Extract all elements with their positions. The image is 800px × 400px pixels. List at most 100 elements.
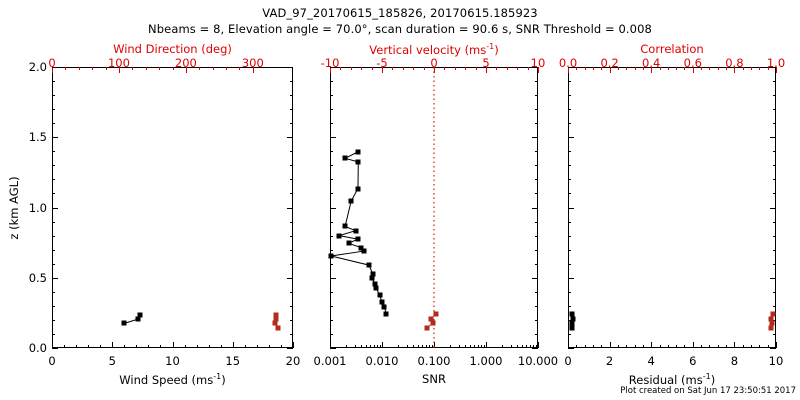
- y-minor-tick: [568, 249, 571, 251]
- bottom-minor-tick: [576, 345, 578, 348]
- data-point: [342, 155, 348, 161]
- bottom-minor-tick: [617, 345, 619, 348]
- bottom-tick-label: 15: [225, 354, 241, 368]
- top-minor-tick: [709, 67, 711, 70]
- top-minor-tick: [584, 67, 586, 70]
- y-major-tick: [568, 348, 574, 349]
- top-axis-label-2: Vertical velocity (ms-1): [369, 42, 499, 57]
- data-point: [121, 320, 127, 326]
- y-minor-tick: [773, 151, 776, 153]
- top-tick-label: 5: [482, 56, 490, 70]
- y-minor-tick: [290, 123, 293, 125]
- y-minor-tick: [568, 305, 571, 307]
- top-minor-tick: [634, 67, 636, 70]
- data-point: [768, 325, 774, 331]
- y-major-tick: [52, 348, 58, 349]
- top-minor-tick: [701, 67, 703, 70]
- bottom-minor-tick: [510, 345, 512, 348]
- y-minor-tick: [773, 235, 776, 237]
- data-point: [328, 253, 334, 259]
- y-minor-tick: [330, 305, 333, 307]
- top-minor-tick: [105, 67, 107, 70]
- top-minor-tick: [717, 67, 719, 70]
- y-minor-tick: [568, 235, 571, 237]
- y-minor-tick: [52, 151, 55, 153]
- bottom-major-tick: [538, 342, 539, 348]
- data-point: [370, 271, 376, 277]
- y-minor-tick: [568, 109, 571, 111]
- y-major-tick: [568, 277, 574, 279]
- bottom-minor-tick: [361, 345, 363, 348]
- data-point: [346, 240, 352, 246]
- y-minor-tick: [773, 291, 776, 293]
- y-minor-tick: [330, 179, 333, 181]
- data-point: [433, 311, 439, 317]
- bottom-minor-tick: [584, 345, 586, 348]
- plot-panel-1: [52, 67, 293, 348]
- top-minor-tick: [402, 67, 404, 70]
- bottom-minor-tick: [418, 345, 420, 348]
- bottom-minor-tick: [474, 345, 476, 348]
- top-minor-tick: [172, 67, 174, 70]
- y-major-tick: [330, 137, 336, 139]
- top-minor-tick: [592, 67, 594, 70]
- top-minor-tick: [667, 67, 669, 70]
- bottom-tick-label: 20: [285, 354, 301, 368]
- bottom-tick-label: 10: [768, 354, 784, 368]
- bottom-minor-tick: [626, 345, 628, 348]
- bottom-minor-tick: [522, 345, 524, 348]
- y-minor-tick: [568, 319, 571, 321]
- bottom-minor-tick: [422, 345, 424, 348]
- top-minor-tick: [759, 67, 761, 70]
- y-minor-tick: [568, 165, 571, 167]
- top-minor-tick: [576, 67, 578, 70]
- bottom-tick-label: 10: [165, 354, 180, 368]
- bottom-minor-tick: [532, 345, 534, 348]
- y-major-tick: [568, 67, 574, 68]
- bottom-minor-tick: [244, 345, 246, 348]
- y-minor-tick: [52, 235, 55, 237]
- data-point: [570, 316, 576, 322]
- y-minor-tick: [535, 319, 538, 321]
- data-point: [430, 320, 436, 326]
- top-minor-tick: [742, 67, 744, 70]
- top-minor-tick: [642, 67, 644, 70]
- top-tick-label: -5: [376, 56, 388, 70]
- y-minor-tick: [568, 123, 571, 125]
- bottom-minor-tick: [196, 345, 198, 348]
- bottom-minor-tick: [428, 345, 430, 348]
- top-major-tick: [185, 67, 187, 73]
- bottom-minor-tick: [160, 345, 162, 348]
- y-minor-tick: [773, 81, 776, 83]
- y-minor-tick: [535, 291, 538, 293]
- y-minor-tick: [568, 193, 571, 195]
- y-minor-tick: [568, 151, 571, 153]
- bottom-minor-tick: [483, 345, 485, 348]
- bottom-major-tick: [651, 342, 653, 348]
- top-axis-label-3: Correlation: [640, 42, 704, 56]
- y-minor-tick: [290, 221, 293, 223]
- top-major-tick: [252, 67, 254, 73]
- top-minor-tick: [465, 67, 467, 70]
- y-minor-tick: [290, 179, 293, 181]
- y-minor-tick: [330, 263, 333, 265]
- bottom-minor-tick: [148, 345, 150, 348]
- bottom-minor-tick: [667, 345, 669, 348]
- bottom-tick-label: 6: [689, 354, 697, 368]
- data-point: [355, 159, 361, 165]
- bottom-minor-tick: [470, 345, 472, 348]
- top-major-tick: [568, 67, 569, 73]
- y-tick-label: 1.5: [28, 130, 47, 145]
- y-major-tick: [52, 207, 58, 209]
- data-point: [358, 245, 364, 251]
- y-minor-tick: [535, 109, 538, 111]
- bottom-tick-label: 0.001: [313, 354, 347, 368]
- y-major-tick: [330, 207, 336, 209]
- y-major-tick: [770, 277, 776, 279]
- bottom-minor-tick: [413, 345, 415, 348]
- bottom-minor-tick: [184, 345, 186, 348]
- bottom-minor-tick: [379, 345, 381, 348]
- top-tick-label: -10: [320, 56, 340, 70]
